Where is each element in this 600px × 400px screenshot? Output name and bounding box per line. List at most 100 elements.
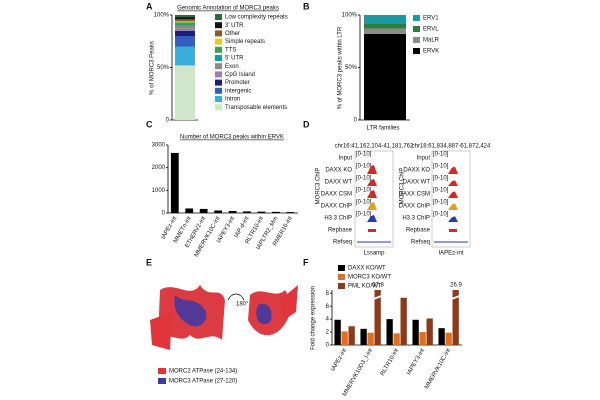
legend-label: Low complexity repeats bbox=[225, 15, 288, 21]
bar bbox=[170, 152, 179, 213]
legend-swatch bbox=[215, 55, 222, 61]
panel-label: C bbox=[146, 119, 153, 129]
legend-label: Exon bbox=[225, 64, 239, 70]
track-label: Repbase bbox=[328, 228, 353, 234]
bar bbox=[445, 332, 452, 345]
value-label: 26.9 bbox=[450, 283, 462, 289]
track-label: DAXX ChIP bbox=[399, 204, 430, 210]
track-label: Input bbox=[417, 156, 431, 162]
y-tick-label: 3000 bbox=[152, 143, 166, 149]
track-label: DAXX KO bbox=[403, 168, 430, 174]
y-tick-label: 0 bbox=[162, 211, 166, 217]
track-scale: [0-10] bbox=[433, 200, 449, 206]
track-label: DAXX WT bbox=[325, 180, 353, 186]
bar bbox=[185, 208, 194, 213]
legend-swatch bbox=[215, 63, 222, 70]
y-axis-label: % of MORC3 Peaks bbox=[150, 41, 156, 95]
bar-segment bbox=[175, 36, 195, 47]
track-label: DAXX CSM bbox=[399, 192, 430, 198]
chart-title: Genomic Annotation of MORC3 peaks bbox=[177, 6, 279, 12]
bar-segment bbox=[175, 15, 195, 18]
bar bbox=[272, 211, 280, 213]
track-scale: [0-10] bbox=[356, 164, 372, 170]
legend-label: CpG Island bbox=[225, 72, 255, 78]
track-scale: [0-10] bbox=[433, 188, 449, 194]
y-tick-label: 6 bbox=[326, 304, 330, 310]
y-tick-label: 50% bbox=[345, 65, 358, 71]
side-label: MORC3 ChIP bbox=[316, 168, 322, 205]
legend-label: ERVL bbox=[423, 27, 439, 33]
legend-label: PML KO/WT bbox=[348, 284, 382, 290]
track-signal bbox=[434, 216, 468, 222]
side-label: MORC3 ChIP bbox=[400, 168, 406, 205]
legend-label: Transposable elements bbox=[225, 105, 287, 111]
bar-segment bbox=[175, 28, 195, 31]
bar bbox=[199, 208, 208, 213]
y-tick-label: 2 bbox=[326, 330, 330, 336]
track-label: H3.3 ChIP bbox=[324, 216, 352, 222]
track-signal bbox=[434, 191, 468, 198]
bar bbox=[214, 210, 223, 213]
bar bbox=[374, 290, 381, 345]
track-scale: [0-10] bbox=[356, 188, 372, 194]
track-signal bbox=[434, 203, 468, 210]
repeat-block bbox=[449, 229, 457, 232]
legend-label: MORC3 KO/WT bbox=[348, 275, 391, 281]
bar bbox=[386, 319, 393, 345]
y-tick-label: 100% bbox=[342, 13, 358, 19]
bar bbox=[412, 319, 419, 345]
bar bbox=[426, 318, 433, 345]
bar bbox=[257, 211, 266, 213]
legend-swatch bbox=[413, 15, 420, 21]
bar bbox=[286, 212, 295, 213]
bar bbox=[393, 333, 400, 345]
panel-e-structures bbox=[150, 285, 298, 384]
legend-label: ERV1 bbox=[423, 16, 439, 22]
bar bbox=[228, 210, 237, 213]
bar bbox=[360, 328, 367, 345]
legend-label: 5' UTR bbox=[225, 56, 244, 62]
bar-segment bbox=[364, 33, 406, 120]
legend-swatch bbox=[215, 96, 222, 102]
track-scale: [0-10] bbox=[356, 200, 372, 206]
track-label: DAXX WT bbox=[403, 180, 431, 186]
bar-segment bbox=[175, 24, 195, 26]
y-tick-label: 1000 bbox=[152, 188, 166, 194]
track-frame bbox=[431, 150, 471, 248]
panel-label: F bbox=[303, 257, 309, 267]
bar bbox=[341, 331, 348, 345]
track-label: DAXX ChIP bbox=[321, 204, 352, 210]
bar-segment bbox=[175, 30, 195, 36]
track-signal bbox=[357, 190, 391, 198]
chart-title: Number of MORC3 peaks within ERVK bbox=[180, 135, 284, 141]
legend-swatch bbox=[338, 283, 345, 289]
track-scale: [0-10] bbox=[433, 164, 449, 170]
bar-segment bbox=[175, 46, 195, 66]
track-label: Input bbox=[339, 156, 353, 162]
repeat-block bbox=[368, 229, 376, 232]
track-scale: [0-10] bbox=[433, 152, 449, 158]
y-tick-label: 0 bbox=[166, 118, 170, 124]
legend-label: MORC3 ATPase (27-120) bbox=[169, 379, 237, 385]
legend-swatch bbox=[338, 265, 345, 271]
bar-segment bbox=[175, 25, 195, 29]
legend-swatch bbox=[413, 26, 420, 32]
coordinates: chr16:41,162,104-41,181,762 bbox=[335, 144, 414, 150]
track-frame bbox=[354, 150, 394, 248]
legend-label: Intron bbox=[225, 97, 240, 103]
legend-swatch bbox=[215, 71, 222, 78]
track-scale: [0-10] bbox=[356, 152, 372, 158]
panel-label: B bbox=[303, 1, 310, 11]
bar bbox=[367, 332, 374, 345]
bar bbox=[452, 290, 459, 345]
bar-segment bbox=[175, 65, 195, 120]
y-axis-label: % of MORC3 peaks within LTR bbox=[338, 26, 344, 109]
legend-label: 3' UTR bbox=[225, 23, 244, 29]
bar-segment bbox=[175, 22, 195, 25]
legend-swatch bbox=[215, 22, 222, 29]
x-axis-label: LTR families bbox=[367, 126, 400, 132]
legend-label: TTS bbox=[225, 47, 236, 53]
panel-label: D bbox=[303, 119, 310, 129]
track-scale: [0-10] bbox=[433, 176, 449, 182]
legend-swatch bbox=[215, 79, 222, 86]
